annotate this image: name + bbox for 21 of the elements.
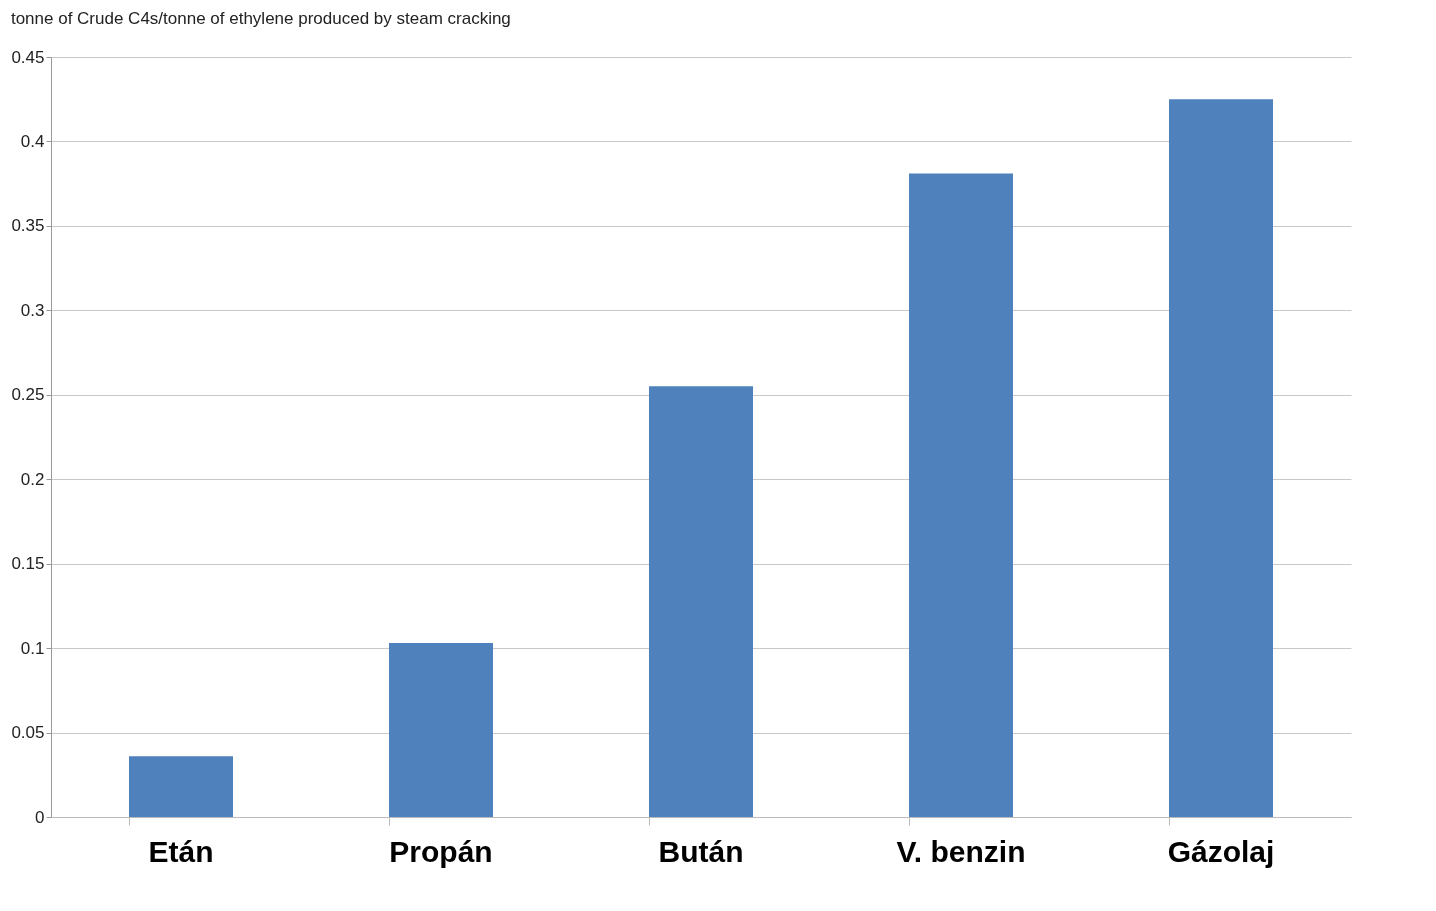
x-tick-label: Gázolaj — [1167, 834, 1275, 868]
y-tick-label: 0.25 — [11, 385, 45, 405]
chart-title: tonne of Crude C4s/tonne of ethylene produced by steam cracking — [10, 9, 511, 28]
x-tick-label: V. benzin — [896, 834, 1026, 868]
x-tick-label: Etán — [148, 834, 214, 868]
x-tick-label: Propán — [389, 834, 493, 868]
y-tick-label: 0.3 — [20, 300, 45, 320]
y-tick-label: 0.45 — [11, 47, 45, 67]
y-tick-label: 0.35 — [11, 216, 45, 236]
bar — [1169, 99, 1273, 817]
y-tick-label: 0.05 — [11, 723, 45, 743]
bar — [389, 643, 493, 817]
bar — [129, 756, 233, 817]
y-tick-label: 0.15 — [11, 554, 45, 574]
y-tick-label: 0.1 — [20, 638, 45, 658]
y-tick-label: 0.2 — [20, 469, 45, 489]
y-tick-label: 0 — [35, 807, 45, 827]
y-tick-label: 0.4 — [20, 131, 45, 151]
bar — [649, 386, 753, 817]
bar — [909, 173, 1013, 817]
x-tick-label: Bután — [658, 834, 744, 868]
